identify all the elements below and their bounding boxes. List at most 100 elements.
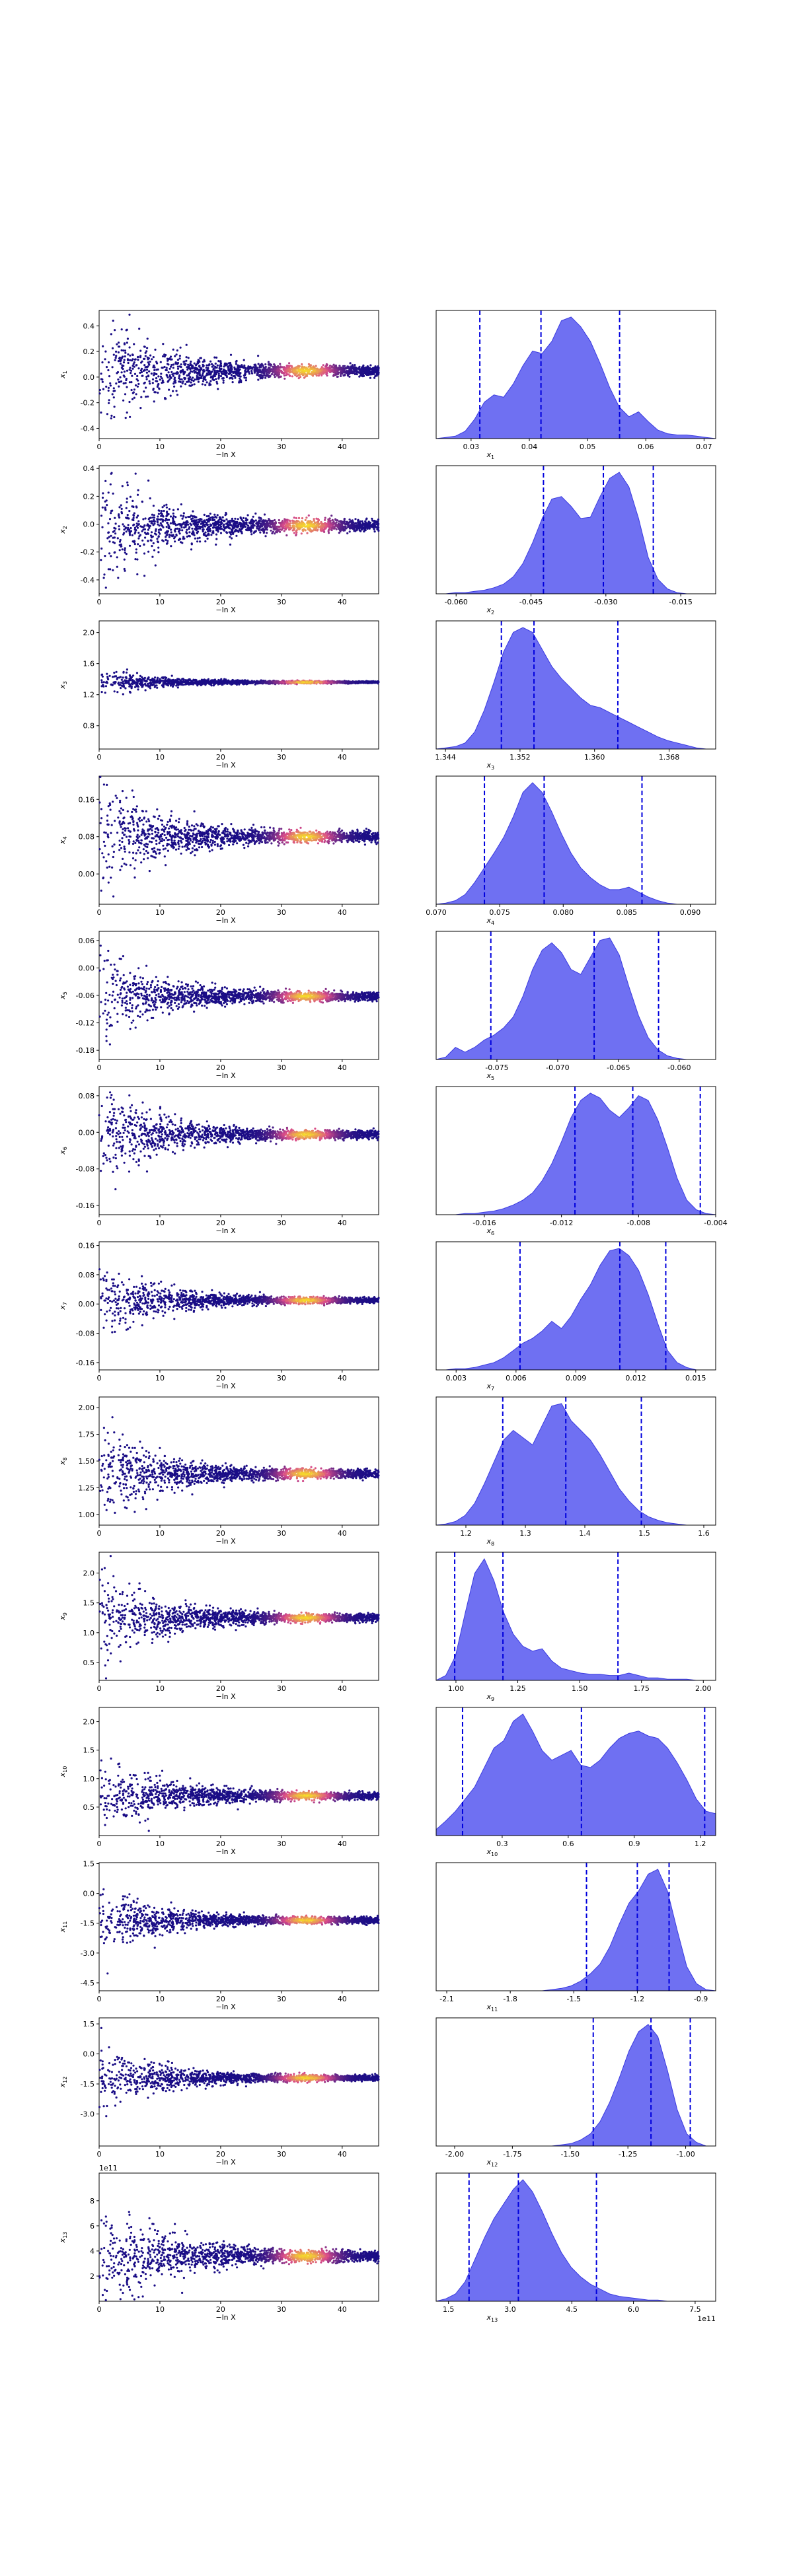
scatter-point <box>138 535 141 538</box>
scatter-point <box>288 367 291 370</box>
scatter-point <box>225 511 227 515</box>
scatter-point <box>139 678 142 680</box>
scatter-point <box>215 366 218 369</box>
scatter-point <box>249 522 252 525</box>
scatter-point <box>260 371 262 374</box>
scatter-point <box>120 349 123 352</box>
scatter-point <box>179 380 182 384</box>
scatter-point <box>155 377 158 380</box>
scatter-point <box>129 679 132 682</box>
scatter-point <box>346 522 348 524</box>
scatter-point <box>199 682 202 685</box>
scatter-point <box>159 375 162 378</box>
scatter-point <box>167 540 169 542</box>
scatter-point <box>254 530 257 532</box>
scatter-point <box>174 524 177 526</box>
scatter-point <box>215 682 217 684</box>
scatter-point <box>194 528 196 530</box>
scatter-point <box>109 568 112 571</box>
scatter-point <box>190 370 192 373</box>
scatter-point <box>116 372 118 375</box>
scatter-point <box>219 360 222 363</box>
scatter-point <box>180 363 182 366</box>
scatter-point <box>350 367 352 369</box>
scatter-point <box>98 392 101 395</box>
scatter-point <box>139 371 141 375</box>
scatter-point <box>237 368 239 371</box>
scatter-point <box>262 529 265 532</box>
scatter-point <box>315 365 317 367</box>
scatter-point <box>98 388 101 392</box>
scatter-point <box>240 680 243 683</box>
scatter-point <box>120 681 122 684</box>
density-x-label: x1 <box>486 450 495 460</box>
scatter-point <box>133 532 136 535</box>
scatter-point <box>101 506 104 509</box>
scatter-point <box>107 678 110 681</box>
scatter-point <box>129 530 132 533</box>
scatter-point <box>373 371 376 374</box>
scatter-point <box>262 522 264 524</box>
scatter-point <box>154 564 157 567</box>
scatter-point <box>176 508 179 511</box>
scatter-point <box>204 531 207 534</box>
scatter-point <box>311 520 313 524</box>
scatter-point <box>128 510 131 513</box>
scatter-point <box>209 376 212 379</box>
scatter-point <box>156 538 159 540</box>
scatter-point <box>314 680 317 682</box>
scatter-point <box>373 376 376 379</box>
scatter-point <box>299 523 301 526</box>
scatter-point <box>267 361 270 363</box>
scatter-point <box>104 587 107 589</box>
scatter-point <box>172 509 175 511</box>
scatter-point <box>269 526 272 528</box>
scatter-point <box>298 369 301 372</box>
scatter-point <box>268 519 271 522</box>
scatter-point <box>346 532 349 535</box>
scatter-point <box>358 527 361 530</box>
scatter-point <box>147 685 149 688</box>
scatter-point <box>130 369 133 372</box>
scatter-point <box>183 376 186 380</box>
scatter-point <box>130 372 132 375</box>
scatter-point <box>161 515 164 517</box>
scatter-point <box>236 521 239 524</box>
scatter-point <box>209 524 212 526</box>
scatter-point <box>192 519 194 522</box>
scatter-point <box>295 367 298 370</box>
scatter-point <box>356 371 359 373</box>
scatter-point <box>146 524 149 527</box>
scatter-point <box>104 358 106 361</box>
scatter-point <box>287 526 289 529</box>
scatter-point <box>342 682 344 684</box>
scatter-point <box>169 376 172 378</box>
scatter-point <box>280 680 283 684</box>
scatter-point <box>108 375 111 378</box>
scatter-point <box>129 359 132 362</box>
scatter-point <box>217 360 220 363</box>
scatter-point <box>239 375 242 378</box>
scatter-point <box>128 674 131 676</box>
scatter-point <box>191 527 194 530</box>
scatter-point <box>182 512 185 515</box>
scatter-points <box>98 775 380 898</box>
scatter-point <box>122 382 125 385</box>
scatter-point <box>128 682 130 684</box>
scatter-point <box>129 676 132 679</box>
scatter-point <box>199 518 202 520</box>
scatter-point <box>157 536 160 538</box>
scatter-point <box>192 683 194 686</box>
scatter-point <box>130 686 133 688</box>
scatter-point <box>348 530 351 533</box>
scatter-point <box>312 524 315 527</box>
scatter-point <box>171 521 174 524</box>
scatter-point <box>328 528 330 531</box>
scatter-point <box>227 373 230 375</box>
scatter-point <box>249 367 252 369</box>
scatter-point <box>114 359 116 361</box>
scatter-point <box>184 383 187 386</box>
scatter-point <box>202 365 205 367</box>
scatter-point <box>145 396 147 398</box>
